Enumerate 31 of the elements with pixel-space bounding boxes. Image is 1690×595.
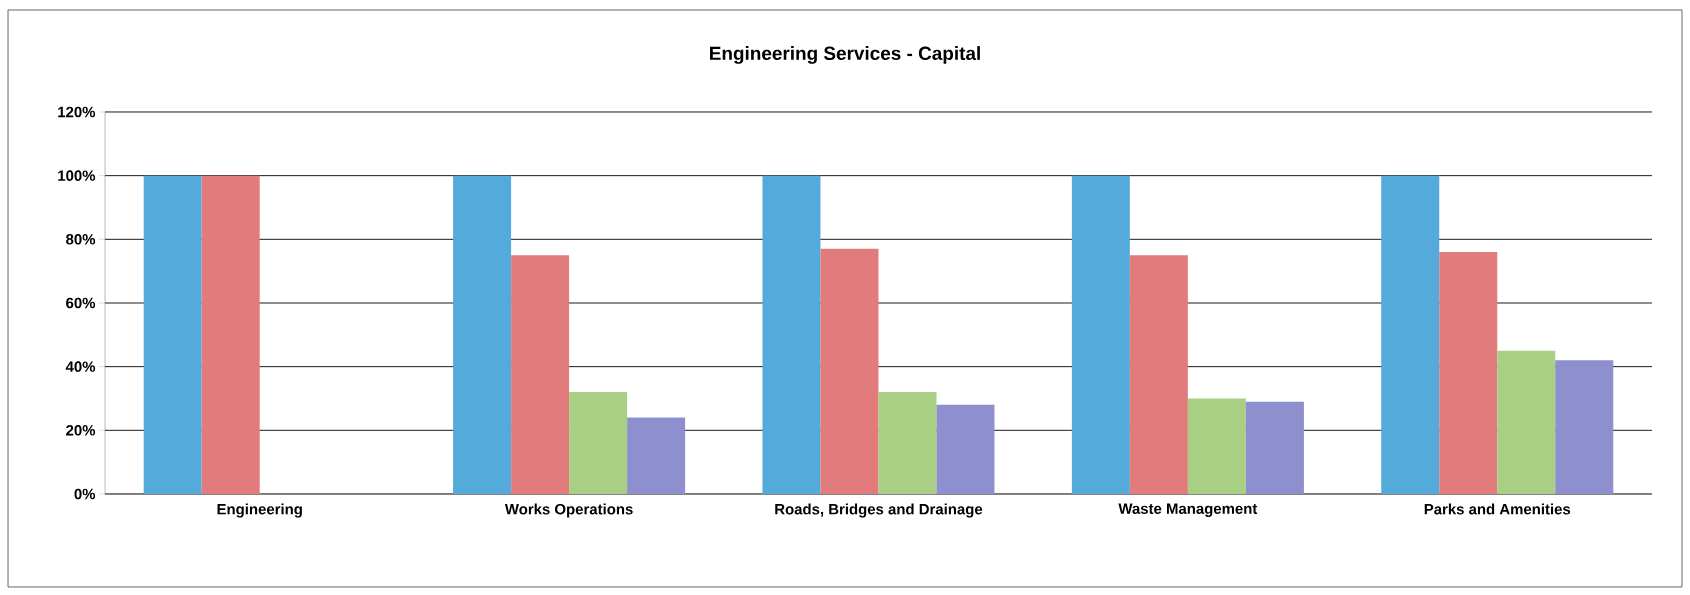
bar: [1187, 398, 1246, 494]
bar: [1555, 360, 1614, 494]
bar: [1381, 175, 1440, 494]
bar: [1439, 252, 1498, 494]
y-tick-label: 40%: [65, 361, 96, 372]
bar: [143, 175, 202, 494]
y-tick-label: 100%: [58, 170, 96, 181]
y-tick-label: 80%: [66, 234, 96, 245]
x-tick-label: Works Operations: [504, 503, 633, 518]
y-tick-label: 60%: [66, 297, 96, 309]
bar: [1071, 175, 1130, 494]
bar: [1497, 350, 1556, 494]
bar: [569, 392, 628, 494]
y-tick-label: 120%: [58, 106, 96, 118]
bar: [1245, 401, 1304, 494]
bar: [820, 248, 879, 494]
y-tick-label: 0%: [74, 488, 96, 500]
bar: [201, 175, 260, 494]
bar: [762, 175, 821, 494]
bar: [627, 417, 686, 494]
x-tick-label: Parks and Amenities: [1424, 503, 1571, 515]
bar: [936, 404, 995, 494]
bar: [453, 175, 512, 494]
x-tick-label: Engineering: [217, 503, 302, 518]
chart-title: Engineering Services - Capital: [710, 46, 980, 64]
x-tick-label: Waste Management: [1118, 503, 1258, 517]
x-tick-label: Roads, Bridges and Drainage: [775, 503, 983, 518]
bar: [511, 255, 570, 494]
y-tick-label: 20%: [66, 425, 96, 436]
bar: [878, 392, 937, 494]
bar: [1129, 255, 1188, 494]
